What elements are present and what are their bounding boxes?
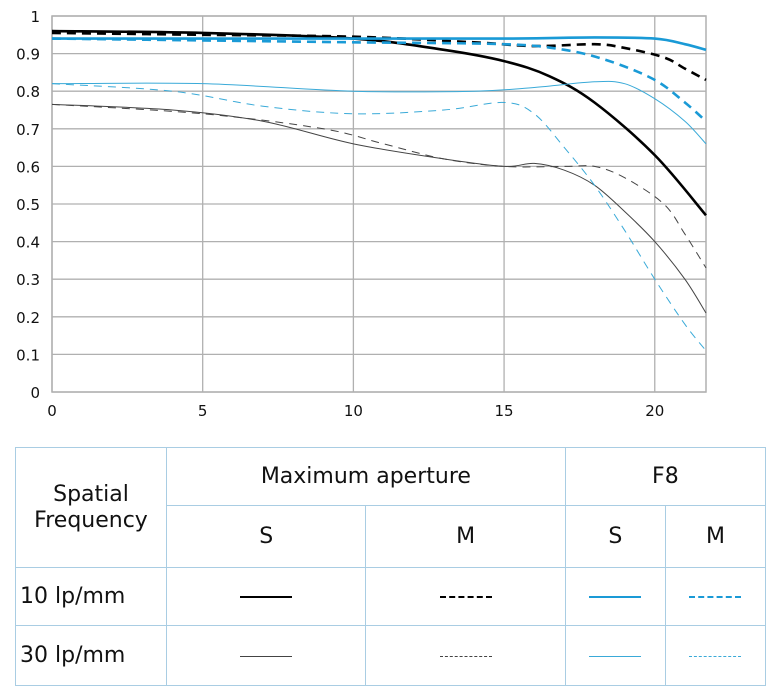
mtf-chart: 00.10.20.30.40.50.60.70.80.910 5 10 15 20 [16,8,707,420]
x-tick-label: 20 [645,402,664,420]
legend-header-label: Spatial Frequency [15,447,167,568]
y-tick-label: 0 [30,384,40,402]
legend-swatch [439,655,492,657]
y-tick-label: 1 [30,8,40,26]
legend-group-f8: F8 [564,447,767,506]
legend-swatch [240,655,293,657]
y-tick-label: 0.4 [16,234,40,252]
y-tick-label: 0.9 [16,46,40,64]
legend-swatch [689,655,742,657]
series-line-3 [51,37,707,123]
x-tick-label: 5 [198,402,208,420]
legend-row-10lp: 10 lp/mm [15,567,167,626]
series-line-7 [51,83,707,351]
legend-swatch [439,596,492,598]
legend-sub-s: S [165,505,367,568]
x-tick-label: 0 [47,402,57,420]
legend-group-max-aperture: Maximum aperture [166,447,566,506]
series-line-0 [51,29,707,217]
legend-swatch [589,596,642,598]
series-line-2 [52,36,707,52]
y-tick-label: 0.3 [16,271,40,289]
legend-row-30lp: 30 lp/mm [15,625,167,686]
legend-table: Spatial Frequency Maximum aperture F8 S … [15,447,767,686]
y-tick-label: 0.8 [16,83,40,101]
legend-swatch [589,655,642,657]
legend-swatch [240,596,293,598]
x-tick-label: 15 [495,402,514,420]
y-tick-label: 0.7 [16,121,40,139]
y-tick-label: 0.5 [16,196,40,214]
y-tick-label: 0.2 [16,309,40,327]
y-tick-label: 0.6 [16,158,40,176]
y-tick-label: 0.1 [16,346,40,364]
series-line-1 [51,31,707,82]
legend-swatch [689,596,742,598]
legend-sub-m: M [365,505,566,568]
series-line-6 [51,80,707,145]
legend-sub-m: M [664,505,767,568]
series-line-4 [51,103,707,314]
legend-sub-s: S [564,505,666,568]
x-tick-label: 10 [344,402,363,420]
